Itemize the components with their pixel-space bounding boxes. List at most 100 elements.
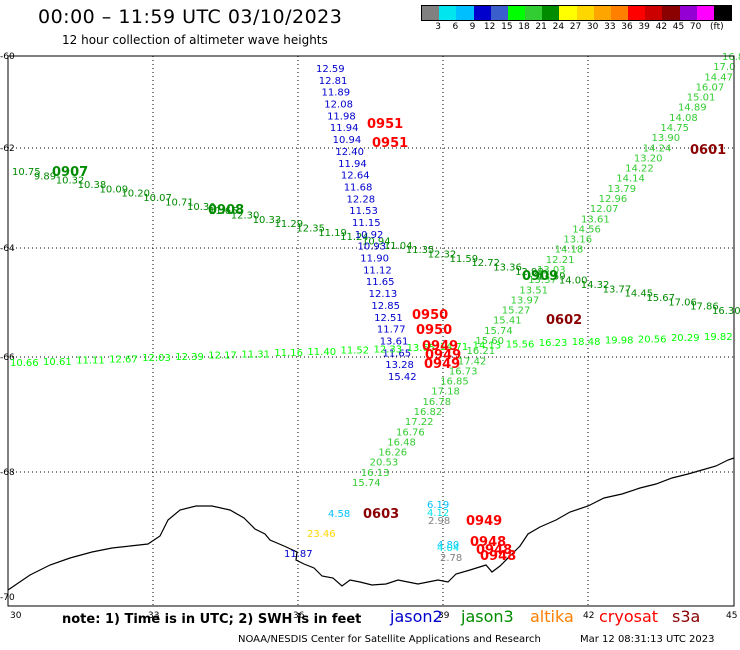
track-c-value: 15.27 (502, 306, 531, 317)
track-b-value: 12.40 (335, 147, 364, 158)
color-scale-swatch (439, 6, 457, 20)
southern-wave-value: 2.98 (428, 516, 450, 527)
pass-time-label: 0948 (480, 549, 516, 564)
track-a-value: 10.30 (187, 202, 216, 213)
track-c-value: 17.0 (713, 62, 735, 73)
track-a-value: 11.66 (209, 206, 238, 217)
track-b-value: 12.85 (371, 301, 400, 312)
track-d-value: 12.17 (208, 351, 237, 362)
color-scale-swatch (645, 6, 663, 20)
southern-wave-value: 11.87 (284, 549, 313, 560)
track-d-value: 14.71 (440, 342, 469, 353)
color-scale-swatch (713, 6, 732, 20)
track-b-value: 11.53 (349, 206, 378, 217)
color-scale-label: 9 (469, 22, 476, 32)
track-b-value: 11.94 (338, 159, 367, 170)
track-c-value: 12.07 (590, 204, 619, 215)
track-c-value: 15.74 (484, 326, 513, 337)
track-d-value: 11.16 (274, 348, 303, 359)
pass-time-label: 0601 (690, 143, 726, 158)
track-c-value: 16.8 (722, 52, 740, 63)
pass-time-label: 0951 (367, 117, 403, 132)
track-d-value: 15.56 (506, 339, 535, 350)
track-a-value: 11.35 (406, 245, 435, 256)
track-b-value: 12.51 (374, 313, 403, 324)
color-scale-label: 6 (452, 22, 459, 32)
coastline (7, 457, 735, 591)
color-scale-label: 36 (621, 22, 633, 32)
track-c-value: 17.18 (431, 387, 460, 398)
southern-wave-value: 23.46 (307, 529, 336, 540)
track-a-value: 14.00 (559, 276, 588, 287)
pass-time-label: 0602 (546, 313, 582, 328)
track-c-value: 16.73 (449, 366, 478, 377)
color-scale-label: 42 (655, 22, 668, 32)
track-c-value: 15.01 (687, 93, 716, 104)
color-scale-label: 30 (586, 22, 599, 32)
track-c-value: 12.21 (546, 255, 575, 266)
graticule: 30 33 36 39 42 45 -60 -62 -64 -66 -68 -70 (0, 52, 737, 621)
color-scale-swatch (696, 6, 714, 20)
track-c-value: 12.96 (599, 194, 628, 205)
y-tick-label: -68 (0, 468, 15, 478)
southern-wave-value: 4.12 (427, 508, 449, 519)
legend-jason3: jason3 (461, 607, 514, 626)
pass-time-label: 0950 (416, 323, 452, 338)
color-scale-swatch (456, 6, 474, 20)
track-c-value: 16.76 (396, 427, 425, 438)
track-d-value: 12.67 (109, 354, 138, 365)
track-c-value: 14.22 (625, 164, 654, 175)
track-b-value: 12.81 (319, 76, 348, 87)
track-a-value: 12.98 (515, 267, 544, 278)
color-scale-swatch (507, 6, 526, 20)
track-c-value: 16.78 (422, 397, 451, 408)
legend-jason2: jason2 (390, 607, 443, 626)
track-d-value: 11.52 (340, 346, 369, 357)
track-a-value: 17.86 (690, 302, 719, 313)
track-b-value: 15.42 (388, 372, 417, 383)
track-a-value: 10.09 (100, 184, 129, 195)
southern-wave-value: 6.19 (427, 500, 449, 511)
track-a-value: 11.29 (275, 219, 304, 230)
color-scale-label: 39 (638, 22, 650, 32)
legend-altika: altika (530, 607, 574, 626)
track-d-value: 12.39 (175, 352, 204, 363)
color-scale-label: 3 (435, 22, 442, 32)
track-d-value: 12.33 (374, 344, 403, 355)
track-b-value: 11.77 (377, 325, 406, 336)
track-d-value: 19.98 (605, 336, 634, 347)
track-a-value: 10.32 (56, 176, 85, 187)
track-b-value: 13.61 (380, 336, 409, 347)
southern-wave-value: 2.78 (440, 553, 462, 564)
track-a-value: 10.20 (121, 189, 150, 200)
color-scale-swatch (628, 6, 646, 20)
track-a-value: 10.75 (12, 167, 41, 178)
track-c-value: 14.47 (704, 72, 733, 83)
pass-time-label: 0948 (476, 543, 512, 558)
track-c-value: 13.90 (652, 133, 681, 144)
legend-s3a: s3a (672, 607, 701, 626)
track-a-value: 10.94 (362, 237, 391, 248)
color-scale-swatch (473, 6, 491, 20)
track-d-value: 11.11 (76, 356, 105, 367)
track-b-value: 11.12 (363, 265, 392, 276)
track-b-value: 11.94 (330, 123, 359, 134)
southern-wave-value: 4.58 (328, 509, 350, 520)
southern-wave-value: 4.04 (437, 543, 459, 554)
track-b-value: 11.90 (360, 254, 389, 265)
color-scale-label: 12 (483, 22, 496, 32)
color-scale-bar (421, 5, 732, 21)
track-c-value: 13.03 (537, 265, 566, 276)
track-d-value: 13.65 (407, 343, 436, 354)
color-scale-label: 70 (689, 22, 702, 32)
track-d-value: 14.13 (473, 341, 502, 352)
x-tick-label: 39 (438, 611, 450, 621)
track-c-value: 16.21 (467, 346, 496, 357)
track-c-value: 14.89 (678, 103, 707, 114)
track-b-value: 11.68 (344, 182, 373, 193)
track-a-value: 9.89 (34, 171, 56, 182)
track-a-value: 10.71 (165, 197, 194, 208)
color-scale-label: 21 (535, 22, 547, 32)
track-c-value: 17.22 (405, 417, 434, 428)
